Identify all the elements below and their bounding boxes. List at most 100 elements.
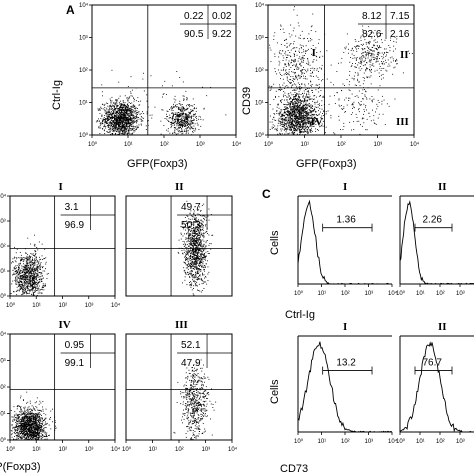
data-point — [284, 119, 286, 121]
data-point — [14, 280, 16, 282]
data-point — [116, 117, 118, 119]
data-point — [312, 114, 314, 116]
data-point — [187, 116, 188, 118]
data-point — [295, 89, 297, 91]
data-point — [186, 118, 188, 120]
data-point — [110, 102, 112, 104]
data-point — [294, 101, 296, 103]
data-point — [131, 89, 133, 91]
data-point — [33, 271, 35, 273]
data-point — [299, 112, 300, 114]
data-point — [305, 45, 307, 47]
data-point — [359, 103, 360, 105]
data-point — [381, 100, 383, 102]
data-point — [103, 130, 105, 132]
data-point — [273, 39, 275, 40]
data-point — [293, 108, 294, 110]
data-point — [123, 112, 124, 114]
data-point — [206, 95, 208, 97]
data-point — [37, 266, 39, 267]
data-point — [117, 108, 119, 109]
data-point — [361, 48, 363, 49]
data-point — [308, 122, 310, 124]
data-point — [303, 117, 305, 118]
data-point — [28, 273, 30, 275]
data-point — [300, 109, 301, 111]
data-point — [106, 113, 107, 114]
data-point — [393, 50, 394, 52]
data-point — [285, 112, 286, 114]
data-point — [26, 260, 28, 262]
data-point — [124, 112, 126, 113]
data-point — [300, 114, 302, 116]
data-point — [300, 121, 302, 123]
data-point — [134, 105, 136, 107]
data-point — [353, 129, 355, 130]
data-point — [34, 281, 36, 283]
data-point — [302, 115, 304, 117]
data-point — [390, 39, 391, 41]
data-point — [301, 116, 302, 118]
data-point — [282, 69, 284, 71]
data-point — [356, 117, 358, 118]
data-point — [362, 48, 364, 50]
data-point — [283, 67, 285, 69]
data-point — [314, 102, 316, 103]
data-point — [29, 276, 30, 278]
data-point — [281, 126, 283, 127]
data-point — [280, 25, 282, 27]
data-point — [113, 103, 115, 104]
data-point — [292, 109, 294, 111]
data-point — [186, 129, 187, 131]
data-point — [120, 126, 121, 128]
data-point — [184, 117, 185, 119]
data-point — [314, 95, 316, 96]
data-point — [308, 88, 310, 89]
data-point — [39, 259, 41, 261]
data-point — [200, 245, 201, 247]
data-point — [310, 30, 312, 31]
data-point — [284, 88, 285, 89]
data-point — [105, 126, 107, 127]
data-point — [19, 273, 21, 275]
data-point — [183, 124, 184, 126]
data-point — [34, 287, 36, 288]
data-point — [321, 80, 322, 82]
data-point — [368, 42, 370, 44]
data-point — [297, 99, 299, 101]
data-point — [299, 129, 300, 131]
data-point — [126, 121, 128, 123]
data-point — [100, 118, 102, 120]
data-point — [274, 119, 276, 121]
data-point — [129, 96, 131, 98]
data-point — [108, 122, 110, 123]
data-point — [284, 120, 286, 121]
data-point — [288, 125, 290, 127]
data-point — [29, 275, 31, 277]
data-point — [193, 108, 195, 110]
data-point — [192, 123, 193, 125]
data-point — [44, 285, 46, 287]
data-point — [30, 272, 32, 274]
data-point — [352, 50, 354, 52]
data-point — [19, 286, 21, 288]
data-point — [34, 278, 36, 280]
region-label: II — [400, 49, 409, 61]
data-point — [181, 125, 183, 126]
data-point — [272, 118, 274, 120]
data-point — [130, 109, 132, 111]
data-point — [315, 131, 317, 132]
data-point — [126, 122, 127, 124]
data-point — [310, 125, 312, 127]
data-point — [183, 251, 185, 253]
data-point — [359, 66, 361, 67]
data-point — [295, 123, 297, 124]
data-point — [33, 284, 35, 285]
data-point — [292, 110, 294, 112]
data-point — [306, 78, 308, 80]
data-point — [293, 9, 295, 11]
data-point — [312, 92, 313, 93]
data-point — [26, 287, 28, 289]
data-point — [112, 114, 113, 116]
data-point — [19, 269, 21, 271]
